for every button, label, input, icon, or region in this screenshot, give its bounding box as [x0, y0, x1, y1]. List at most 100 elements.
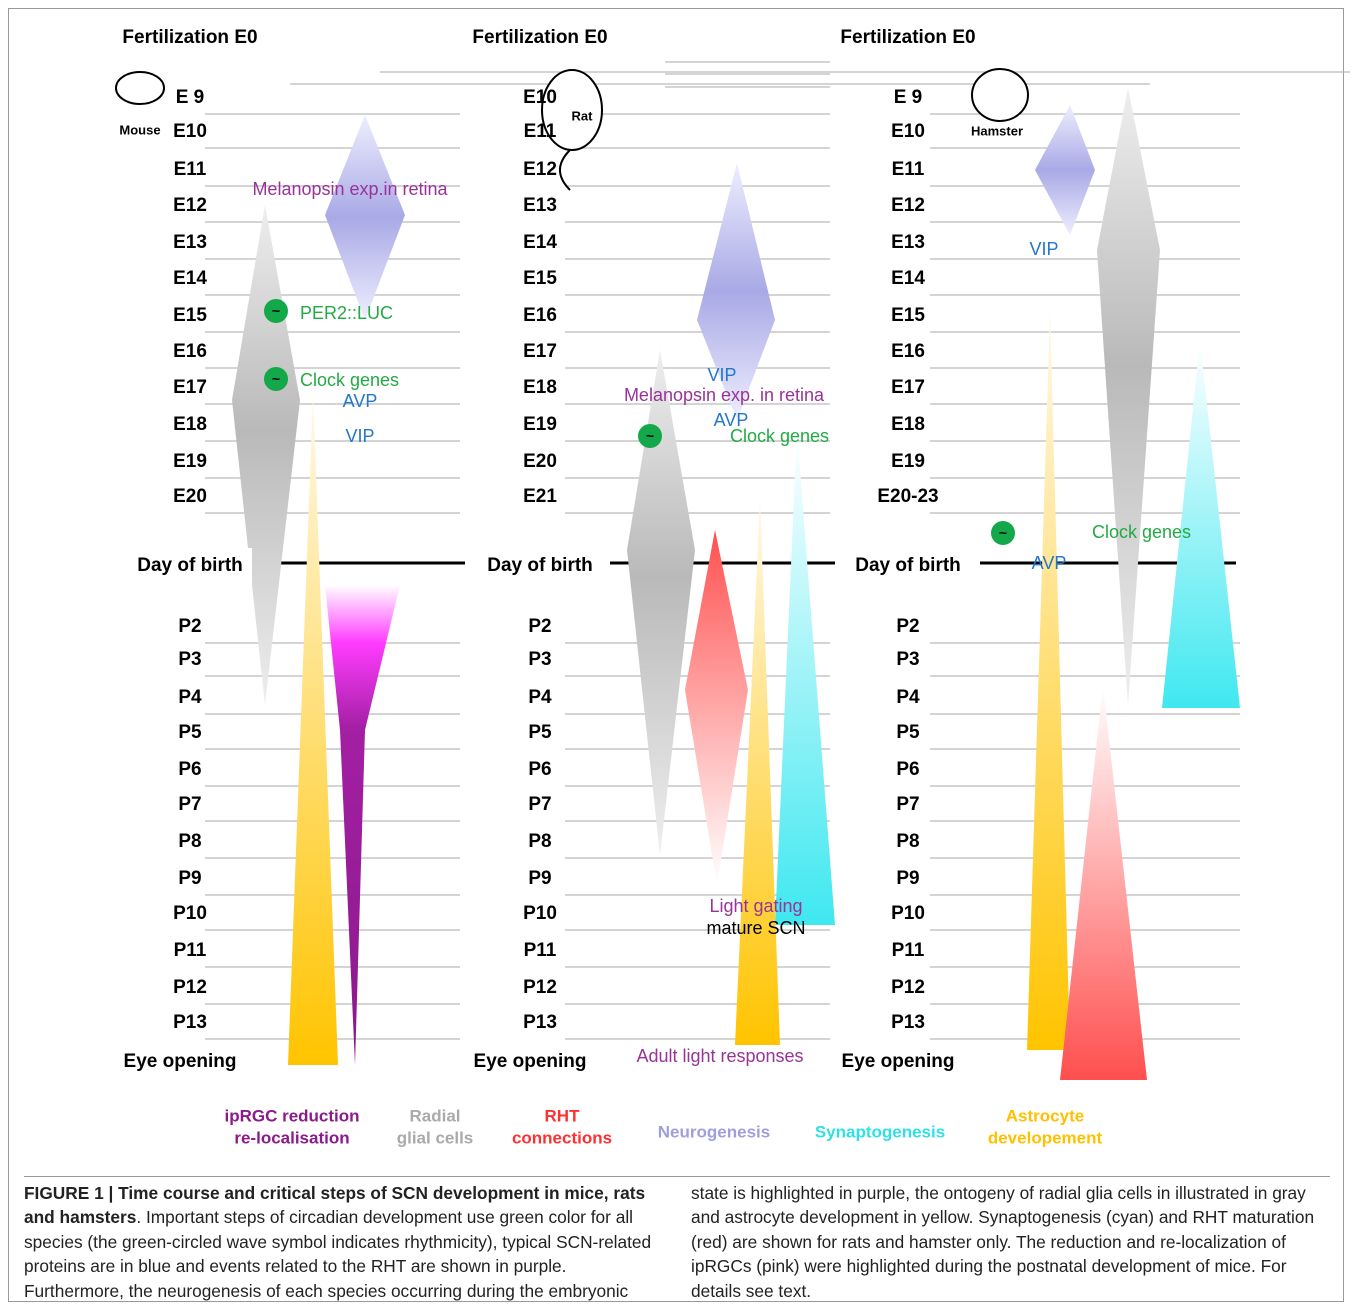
- annotation: Melanopsin exp. in retina: [624, 385, 825, 405]
- annotation: AVP: [1032, 553, 1067, 573]
- stage-label: P3: [528, 649, 551, 670]
- rhythm-wave: ~: [999, 525, 1007, 541]
- stage-label: E11: [174, 159, 207, 180]
- annotation: Adult light responses: [636, 1046, 803, 1066]
- stage-label: E 9: [176, 87, 205, 108]
- stage-label: P7: [528, 794, 551, 815]
- hamster-rht: [1060, 685, 1147, 1080]
- stage-label: P5: [896, 722, 920, 743]
- stage-label: E11: [892, 159, 925, 180]
- legend-entry: RHT: [545, 1106, 581, 1125]
- caption: FIGURE 1 | Time course and critical step…: [24, 1176, 1330, 1303]
- stage-label: E14: [523, 232, 557, 253]
- stage-label: P3: [896, 649, 919, 670]
- stage-label: P4: [528, 687, 552, 708]
- annotation: Clock genes: [730, 426, 829, 446]
- stage-label: E19: [523, 414, 557, 435]
- mouse-astrocyte: [288, 395, 338, 1065]
- annotation: PER2::LUC: [300, 303, 393, 323]
- rhythm-wave: ~: [646, 428, 654, 444]
- legend-entry: Astrocyte: [1006, 1106, 1084, 1125]
- stage-label: P11: [892, 940, 925, 961]
- stage-label: P4: [896, 687, 920, 708]
- legend-entry: connections: [512, 1128, 612, 1147]
- stage-label: E15: [523, 268, 557, 289]
- birth-label: Day of birth: [487, 555, 593, 576]
- stage-label: E10: [891, 121, 925, 142]
- stage-label: E18: [891, 414, 925, 435]
- stage-label: P8: [528, 831, 551, 852]
- stage-label: E20-23: [877, 486, 938, 507]
- stage-label: P12: [173, 977, 207, 998]
- stage-label: E14: [891, 268, 925, 289]
- mouse-iprgc: [325, 585, 400, 1065]
- legend-entry: developement: [988, 1128, 1103, 1147]
- stage-label: E13: [891, 232, 925, 253]
- diagram: Fertilization E0MouseE 9E10E11E12E13E14E…: [0, 0, 1354, 1170]
- stage-label: E13: [173, 232, 207, 253]
- stage-label: E16: [523, 305, 557, 326]
- stage-label: P7: [178, 794, 201, 815]
- eye-opening-label: Eye opening: [124, 1051, 237, 1072]
- hamster-radial-glia: [1097, 88, 1160, 705]
- stage-label: E19: [891, 451, 925, 472]
- stage-label: P8: [896, 831, 919, 852]
- stage-label: P13: [891, 1012, 925, 1033]
- stage-label: E15: [173, 305, 207, 326]
- annotation: Melanopsin exp.in retina: [252, 179, 448, 199]
- column-header: Fertilization E0: [122, 27, 257, 48]
- stage-label: P9: [896, 868, 919, 889]
- annotation: VIP: [345, 426, 374, 446]
- stage-label: E12: [173, 195, 207, 216]
- stage-label: E21: [523, 486, 557, 507]
- legend-entry: ipRGC reduction: [224, 1106, 359, 1125]
- stage-label: P12: [523, 977, 557, 998]
- stage-label: P7: [896, 794, 919, 815]
- stage-label: E19: [173, 451, 207, 472]
- stage-label: P10: [523, 903, 557, 924]
- stage-label: E12: [891, 195, 925, 216]
- eye-opening-label: Eye opening: [474, 1051, 587, 1072]
- annotation: Clock genes: [300, 370, 399, 390]
- stage-label: E14: [173, 268, 207, 289]
- stage-label: P4: [178, 687, 202, 708]
- annotation: mature SCN: [706, 918, 805, 938]
- stage-label: P9: [178, 868, 201, 889]
- stage-label: P10: [891, 903, 925, 924]
- rat-synaptogenesis: [775, 430, 835, 925]
- legend-entry: re-localisation: [234, 1128, 349, 1147]
- stage-label: P6: [528, 759, 551, 780]
- rhythm-wave: ~: [272, 371, 280, 387]
- figure-page: Fertilization E0MouseE 9E10E11E12E13E14E…: [0, 0, 1354, 1312]
- legend-entry: Synaptogenesis: [815, 1122, 945, 1141]
- stage-label: E17: [173, 377, 207, 398]
- stage-label: E20: [173, 486, 207, 507]
- animal-name: Rat: [572, 108, 594, 123]
- stage-label: E20: [523, 451, 557, 472]
- stage-label: E18: [523, 377, 557, 398]
- column-header: Fertilization E0: [472, 27, 607, 48]
- annotation: Clock genes: [1092, 522, 1191, 542]
- stage-label: P6: [178, 759, 201, 780]
- rat-rht: [685, 530, 748, 885]
- stage-label: P5: [178, 722, 202, 743]
- stage-label: E10: [523, 87, 557, 108]
- stage-label: P6: [896, 759, 919, 780]
- stage-label: P2: [528, 616, 551, 637]
- rhythm-wave: ~: [272, 303, 280, 319]
- eye-opening-label: Eye opening: [842, 1051, 955, 1072]
- stage-label: P9: [528, 868, 551, 889]
- annotation: Light gating: [709, 896, 802, 916]
- stage-label: E17: [523, 341, 557, 362]
- stage-label: P12: [891, 977, 925, 998]
- stage-label: E16: [891, 341, 925, 362]
- stage-label: P13: [523, 1012, 557, 1033]
- rat-radial-glia: [627, 350, 695, 855]
- stage-label: E18: [173, 414, 207, 435]
- birth-label: Day of birth: [855, 555, 961, 576]
- stage-label: P13: [173, 1012, 207, 1033]
- legend-entry: Neurogenesis: [658, 1122, 770, 1141]
- hamster-neurogenesis: [1035, 105, 1095, 235]
- stage-label: P10: [173, 903, 207, 924]
- stage-label: E12: [523, 159, 557, 180]
